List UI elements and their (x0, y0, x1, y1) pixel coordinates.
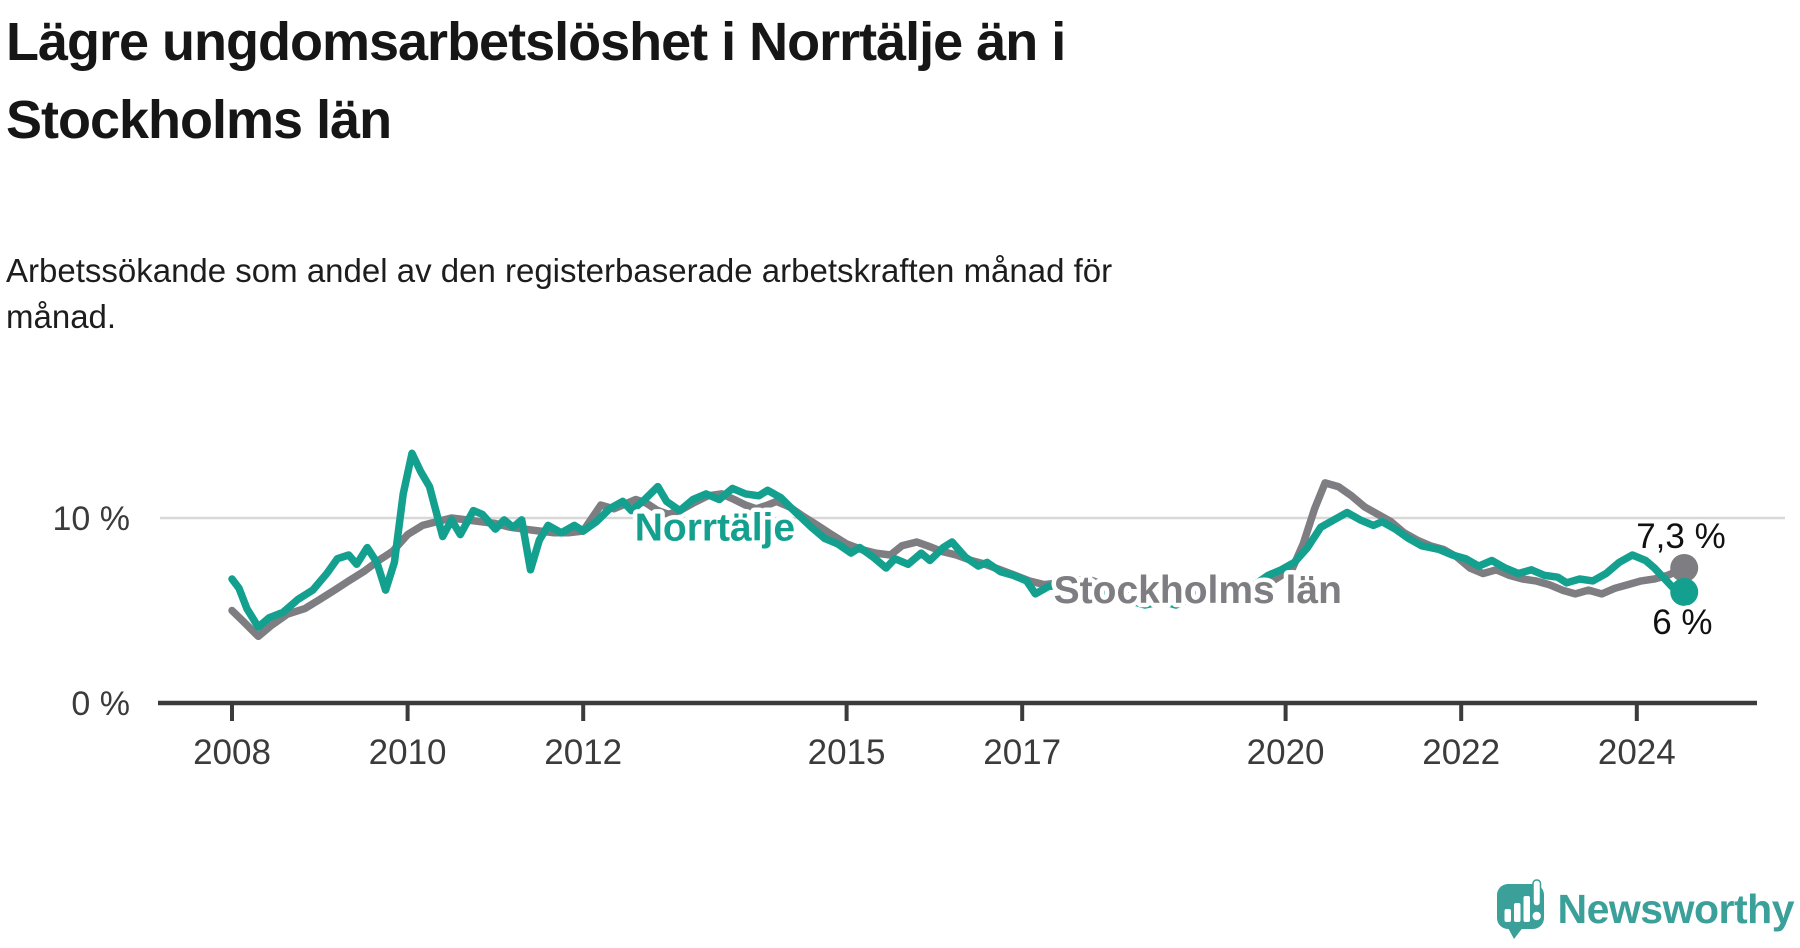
x-tick-label: 2022 (1422, 733, 1500, 772)
series-label-norrt-lje: Norrtälje (635, 506, 795, 549)
end-dot-norrt-lje (1670, 578, 1699, 606)
newsworthy-wordmark: Newsworthy (1557, 885, 1795, 932)
chart-subtitle: Arbetssökande som andel av den registerb… (6, 248, 1506, 340)
x-tick-label: 2024 (1598, 733, 1676, 772)
page-title: Lägre ungdomsarbetslöshet i Norrtälje än… (6, 4, 1406, 160)
x-tick-label: 2015 (808, 733, 886, 772)
newsworthy-logo: Newsworthy (1496, 878, 1795, 940)
x-tick-label: 2020 (1247, 733, 1325, 772)
newsworthy-speech-bubble-chart-icon (1496, 879, 1544, 939)
y-tick-label: 10 % (53, 500, 131, 538)
series-line-norrt-lje (228, 449, 1688, 631)
page-title-line-2: Stockholms län (6, 89, 392, 150)
page-title-line-1: Lägre ungdomsarbetslöshet i Norrtälje än… (6, 12, 1066, 72)
end-value-label-stockholms-l-n: 7,3 % (1636, 517, 1726, 556)
chart-subtitle-line-1: Arbetssökande som andel av den registerb… (6, 252, 1113, 289)
end-value-label-norrt-lje: 6 % (1652, 603, 1712, 642)
x-tick-label: 2008 (193, 733, 271, 772)
x-tick-label: 2012 (544, 733, 622, 772)
series-label-stockholms-l-n: Stockholms län (1054, 569, 1342, 612)
x-tick-label: 2017 (983, 733, 1061, 772)
chart-subtitle-line-2: månad. (6, 298, 117, 336)
x-tick-label: 2010 (369, 733, 447, 772)
end-dot-stockholms-l-n (1670, 553, 1699, 582)
y-tick-label: 0 % (71, 685, 130, 723)
